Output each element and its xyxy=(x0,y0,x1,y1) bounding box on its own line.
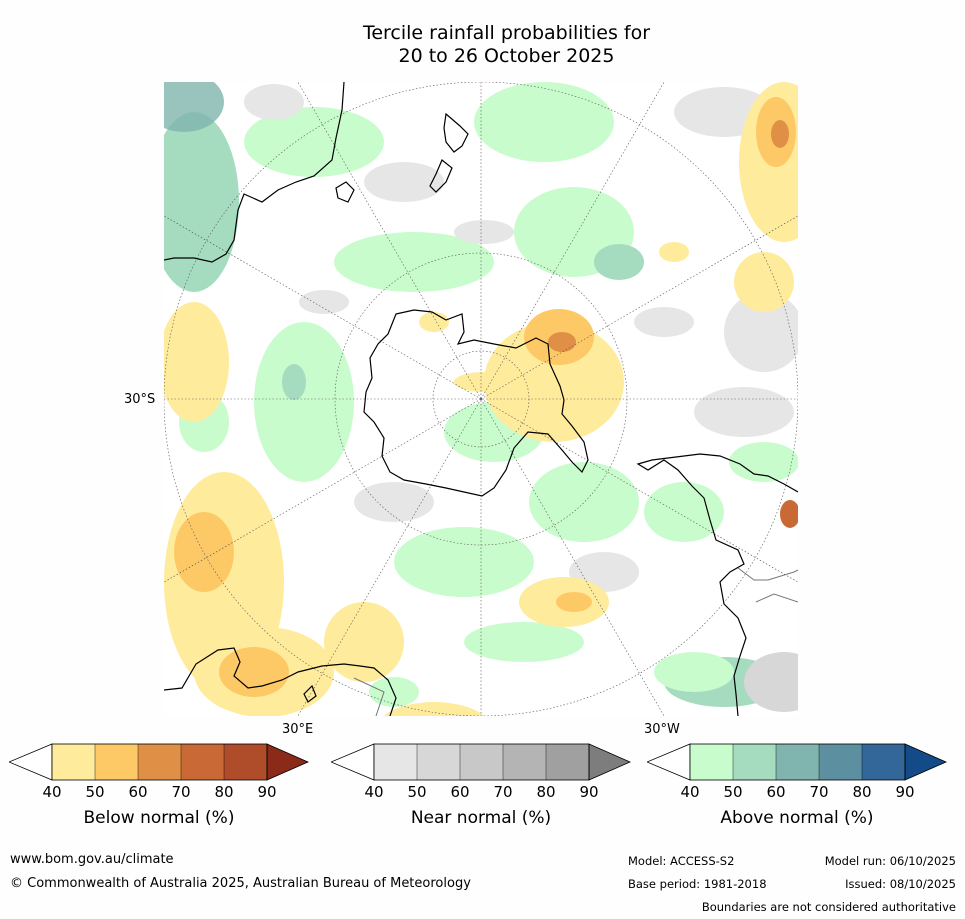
polar-map-svg xyxy=(164,82,798,716)
madagascar-coastline xyxy=(303,684,317,703)
map-title-line-2: 20 to 26 October 2025 xyxy=(398,45,615,67)
new-zealand-coastline xyxy=(429,112,469,193)
model-run-text: Model run: 06/10/2025 xyxy=(824,854,956,868)
below-swatch-1 xyxy=(52,744,95,780)
near-tick-80: 80 xyxy=(536,783,556,801)
near-normal-ticks: 40 50 60 70 80 90 xyxy=(331,783,631,803)
near-swatch-5 xyxy=(546,744,589,780)
below-swatch-3 xyxy=(138,744,181,780)
near-swatch-1 xyxy=(374,744,417,780)
below-swatch-6 xyxy=(266,743,309,781)
graticule xyxy=(164,82,798,716)
disclaimer-text: Boundaries are not considered authoritat… xyxy=(701,900,956,914)
near-tick-60: 60 xyxy=(450,783,470,801)
copyright-text: © Commonwealth of Australia 2025, Austra… xyxy=(10,876,471,891)
below-swatch-2 xyxy=(95,744,138,780)
base-period-text: Base period: 1981-2018 xyxy=(628,877,767,891)
below-normal-ticks: 40 50 60 70 80 90 xyxy=(9,783,309,803)
south-america-coastline xyxy=(636,453,798,716)
above-swatch-3 xyxy=(776,744,819,780)
coastlines xyxy=(164,82,798,716)
near-normal-colorbar xyxy=(331,743,631,781)
near-tick-90: 90 xyxy=(579,783,599,801)
above-normal-label: Above normal (%) xyxy=(720,808,874,828)
near-tick-70: 70 xyxy=(493,783,513,801)
above-tick-60: 60 xyxy=(766,783,786,801)
below-swatch-4 xyxy=(181,744,224,780)
above-tick-70: 70 xyxy=(809,783,829,801)
below-tick-60: 60 xyxy=(128,783,148,801)
near-swatch-0 xyxy=(331,743,375,781)
below-tick-90: 90 xyxy=(257,783,277,801)
country-borders xyxy=(353,567,798,716)
tasmania-coastline xyxy=(335,181,355,203)
near-normal-label: Near normal (%) xyxy=(410,808,552,828)
lon-label-30e: 30°E xyxy=(282,722,314,737)
australia-coastline xyxy=(164,82,345,263)
above-swatch-2 xyxy=(733,744,776,780)
above-tick-80: 80 xyxy=(852,783,872,801)
near-swatch-4 xyxy=(503,744,546,780)
above-normal-colorbar xyxy=(647,743,947,781)
website-link[interactable]: www.bom.gov.au/climate xyxy=(10,852,174,867)
below-normal-colorbar xyxy=(9,743,309,781)
above-swatch-6 xyxy=(904,743,947,781)
near-tick-50: 50 xyxy=(407,783,427,801)
above-tick-40: 40 xyxy=(680,783,700,801)
map-title-line-1: Tercile rainfall probabilities for xyxy=(362,22,651,44)
above-tick-50: 50 xyxy=(723,783,743,801)
above-normal-ticks: 40 50 60 70 80 90 xyxy=(647,783,947,803)
lat-label-30s: 30°S xyxy=(124,392,156,407)
near-swatch-3 xyxy=(460,744,503,780)
below-tick-40: 40 xyxy=(42,783,62,801)
above-swatch-4 xyxy=(819,744,862,780)
polar-map xyxy=(164,82,798,716)
africa-coastline xyxy=(164,647,397,716)
below-swatch-0 xyxy=(9,743,53,781)
below-normal-label: Below normal (%) xyxy=(83,808,235,828)
below-tick-70: 70 xyxy=(171,783,191,801)
above-tick-90: 90 xyxy=(895,783,915,801)
issued-text: Issued: 08/10/2025 xyxy=(845,877,956,891)
below-tick-50: 50 xyxy=(85,783,105,801)
above-swatch-5 xyxy=(862,744,905,780)
model-text: Model: ACCESS-S2 xyxy=(628,854,735,868)
below-tick-80: 80 xyxy=(214,783,234,801)
near-swatch-6 xyxy=(588,743,631,781)
above-swatch-1 xyxy=(690,744,733,780)
above-swatch-0 xyxy=(647,743,691,781)
near-tick-40: 40 xyxy=(364,783,384,801)
near-swatch-2 xyxy=(417,744,460,780)
below-swatch-5 xyxy=(224,744,267,780)
lon-label-30w: 30°W xyxy=(644,722,680,737)
probability-shading xyxy=(164,82,798,716)
antarctica-coastline xyxy=(363,309,589,497)
